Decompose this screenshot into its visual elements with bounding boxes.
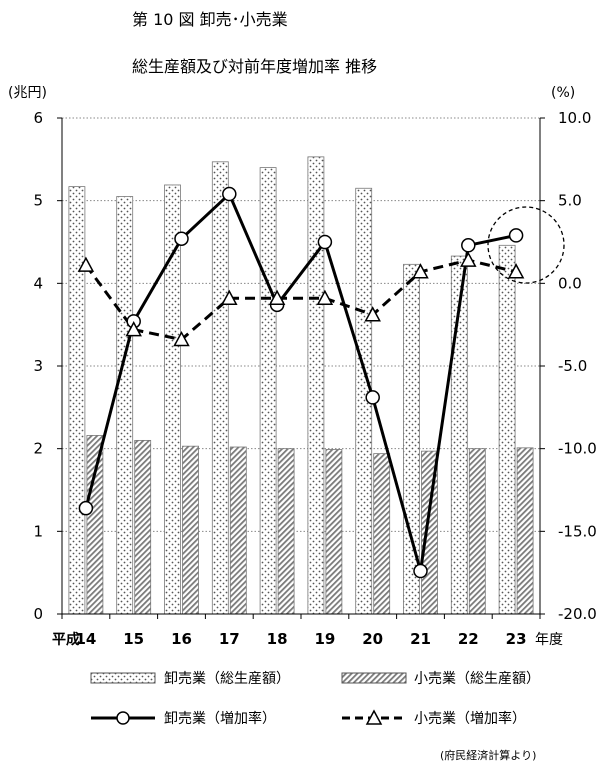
x-tick-label: 23 [506,630,527,648]
legend-swatch-dots [90,672,156,684]
marker-circle [174,231,189,246]
legend-label-wholesale-production: 卸売業（総生産額） [164,671,290,687]
marker-triangle [268,289,286,305]
highlight-circle [487,206,565,284]
left-tick-label: 0 [33,605,43,623]
left-axis-unit: (兆円) [8,85,47,101]
legend-label-retail-production: 小売業（総生産額） [414,671,540,687]
bar-dots [211,161,229,615]
x-tick-label: 21 [410,630,431,648]
x-axis-suffix: 年度 [535,632,563,648]
x-tick-label: 17 [219,630,240,648]
right-tick-label: 10.0 [558,109,591,127]
x-tick-label: 22 [458,630,479,648]
left-tick-label: 6 [33,109,43,127]
legend-swatch-hatch [341,672,407,684]
x-tick-label: 20 [362,630,383,648]
legend-label-wholesale-growth: 卸売業（増加率） [164,710,276,727]
legend-item-wholesale-growth: 卸売業（増加率） [91,710,276,727]
x-tick-label: 16 [171,630,192,648]
right-tick-label: -5.0 [558,357,587,375]
marker-circle [365,390,380,405]
bar-dots [307,156,325,615]
axes [57,117,545,619]
x-tick-label: 19 [314,630,335,648]
x-tick-label: 15 [123,630,144,648]
right-tick-label: 5.0 [558,192,582,210]
x-tick-label: 14 [75,630,96,648]
marker-triangle [77,256,95,272]
bar-hatch [468,448,486,615]
bar-hatch [86,435,104,615]
marker-circle [461,238,476,253]
bar-dots [498,244,516,615]
legend-item-retail-growth: 小売業（増加率） [342,709,526,727]
legend-marker-circle [116,711,130,725]
marker-triangle [412,263,429,279]
legend-marker-triangle [365,709,383,725]
left-tick-label: 4 [33,274,43,292]
right-tick-label: -15.0 [558,522,597,540]
chart-subtitle: 総生産額及び対前年度増加率 推移 [132,57,377,76]
bar-dots [68,186,86,615]
legend-item-wholesale-production: 卸売業（総生産額） [90,671,290,687]
marker-circle [78,500,94,516]
left-tick-label: 1 [33,522,43,540]
marker-circle [508,228,524,243]
bar-hatch [373,453,391,615]
bar-dots [259,167,277,615]
right-axis-unit: (%) [551,85,575,101]
bar-hatch [516,447,534,615]
bar-hatch [229,446,247,615]
bar-dots [164,184,181,615]
lines [77,186,525,579]
series-line-circle [84,192,517,573]
right-tick-label: -20.0 [558,605,597,623]
marker-circle [317,234,333,250]
left-tick-label: 3 [33,357,43,375]
left-tick-label: 5 [33,192,43,210]
x-tick-label: 18 [267,630,288,648]
right-tick-label: 0.0 [558,274,582,292]
bar-dots [116,196,134,615]
left-tick-label: 2 [33,440,43,458]
marker-triangle [460,251,477,267]
chart-title: 第 10 図 卸売･小売業 [132,10,288,29]
marker-triangle [125,321,142,337]
gridlines [62,117,540,615]
bars [68,156,534,615]
legend: 卸売業（総生産額） 小売業（総生産額） 卸売業（増加率） 小売業（増加率） [90,671,540,727]
bar-hatch [134,439,152,615]
source-note: (府民経済計算より) [440,748,536,762]
x-axis-prefix: 平成 [52,631,80,648]
marker-triangle [364,306,381,322]
legend-label-retail-growth: 小売業（増加率） [414,710,526,727]
series-line-triangle [84,258,517,342]
legend-item-retail-production: 小売業（総生産額） [341,671,540,687]
bar-hatch [182,445,199,615]
marker-triangle [173,330,190,347]
marker-triangle [221,289,238,305]
bar-hatch [325,449,343,615]
bar-hatch [277,448,295,615]
marker-triangle [316,289,334,305]
marker-circle [222,186,237,202]
marker-triangle [507,263,525,279]
marker-circle [413,563,428,579]
right-tick-label: -10.0 [558,440,597,458]
